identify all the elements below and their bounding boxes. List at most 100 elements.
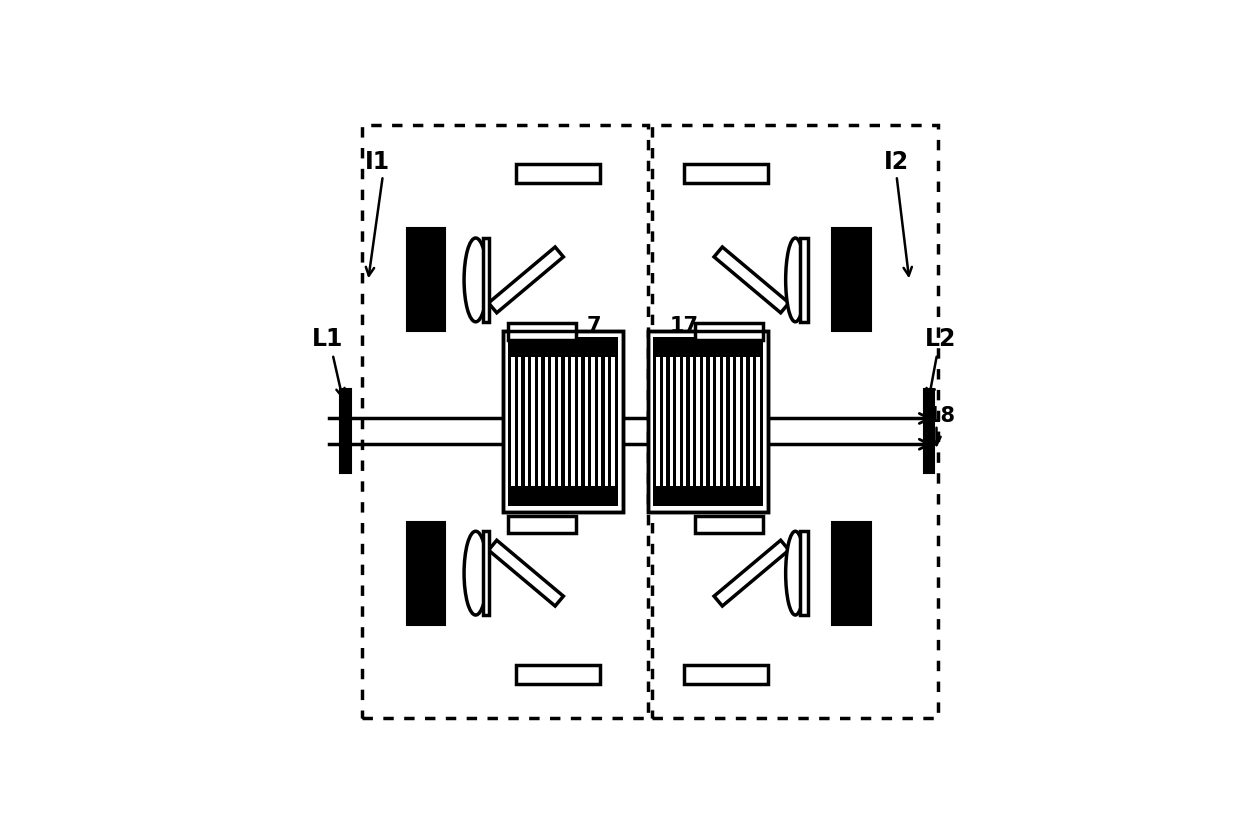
Bar	[727, 405, 729, 439]
Bar	[362, 126, 649, 718]
Bar	[516, 665, 600, 684]
Bar	[598, 439, 601, 487]
Bar	[649, 332, 768, 512]
Bar	[582, 405, 584, 439]
Bar	[508, 338, 618, 405]
Bar	[653, 338, 763, 405]
Bar	[615, 405, 618, 439]
Bar	[743, 358, 746, 405]
Bar	[511, 439, 515, 487]
Bar	[407, 229, 445, 332]
Bar	[680, 405, 683, 439]
Bar	[707, 405, 709, 439]
Bar	[552, 358, 554, 405]
Bar	[670, 358, 673, 405]
Bar	[554, 405, 558, 439]
Bar	[729, 358, 733, 405]
Bar	[511, 358, 515, 405]
Bar	[340, 390, 351, 474]
Bar	[503, 332, 622, 512]
Bar	[518, 439, 522, 487]
Bar	[515, 405, 518, 439]
Bar	[598, 358, 601, 405]
Bar	[503, 332, 622, 512]
Bar	[832, 522, 870, 625]
Bar	[683, 358, 687, 405]
Bar	[760, 405, 763, 439]
Bar	[666, 405, 670, 439]
Bar	[489, 247, 563, 314]
Bar	[482, 532, 490, 615]
Bar	[714, 247, 789, 314]
Bar	[673, 405, 677, 439]
Ellipse shape	[786, 532, 805, 615]
Bar	[574, 405, 578, 439]
Bar	[663, 439, 666, 487]
Bar	[697, 358, 699, 405]
Bar	[528, 405, 532, 439]
Bar	[746, 405, 749, 439]
Bar	[605, 358, 608, 405]
Bar	[660, 405, 663, 439]
Bar	[651, 126, 939, 718]
Bar	[508, 405, 511, 439]
Bar	[703, 439, 707, 487]
Bar	[542, 405, 544, 439]
Bar	[739, 405, 743, 439]
Bar	[683, 665, 768, 684]
Bar	[709, 439, 713, 487]
Bar	[611, 358, 615, 405]
Bar	[572, 439, 574, 487]
Bar	[548, 405, 552, 439]
Bar	[696, 324, 763, 340]
Bar	[591, 439, 594, 487]
Bar	[611, 439, 615, 487]
Bar	[683, 439, 687, 487]
Bar	[516, 165, 600, 184]
Bar	[832, 229, 870, 332]
Bar	[532, 358, 534, 405]
Bar	[584, 439, 588, 487]
Bar	[713, 405, 717, 439]
Bar	[562, 405, 564, 439]
Bar	[696, 517, 763, 533]
Text: 7: 7	[587, 316, 601, 335]
Bar	[568, 405, 572, 439]
Bar	[594, 405, 598, 439]
Bar	[737, 358, 739, 405]
Bar	[801, 239, 808, 323]
Bar	[687, 405, 689, 439]
Bar	[729, 439, 733, 487]
Ellipse shape	[464, 239, 487, 323]
Bar	[532, 439, 534, 487]
Ellipse shape	[464, 532, 487, 615]
Bar	[683, 165, 768, 184]
Text: I1: I1	[365, 150, 391, 173]
Bar	[753, 405, 756, 439]
Bar	[508, 439, 618, 507]
Bar	[558, 439, 562, 487]
Bar	[756, 439, 760, 487]
Ellipse shape	[786, 239, 805, 323]
Bar	[564, 439, 568, 487]
Bar	[723, 358, 727, 405]
Bar	[572, 358, 574, 405]
Bar	[649, 332, 768, 512]
Bar	[522, 405, 525, 439]
Bar	[538, 358, 542, 405]
Bar	[538, 439, 542, 487]
Bar	[564, 358, 568, 405]
Bar	[677, 439, 680, 487]
Bar	[689, 439, 693, 487]
Bar	[578, 358, 582, 405]
Bar	[670, 439, 673, 487]
Bar	[693, 405, 697, 439]
Bar	[608, 405, 611, 439]
Text: I2: I2	[884, 150, 909, 173]
Bar	[703, 358, 707, 405]
Text: 17: 17	[670, 316, 698, 335]
Bar	[605, 439, 608, 487]
Bar	[544, 439, 548, 487]
Bar	[534, 405, 538, 439]
Bar	[714, 541, 789, 606]
